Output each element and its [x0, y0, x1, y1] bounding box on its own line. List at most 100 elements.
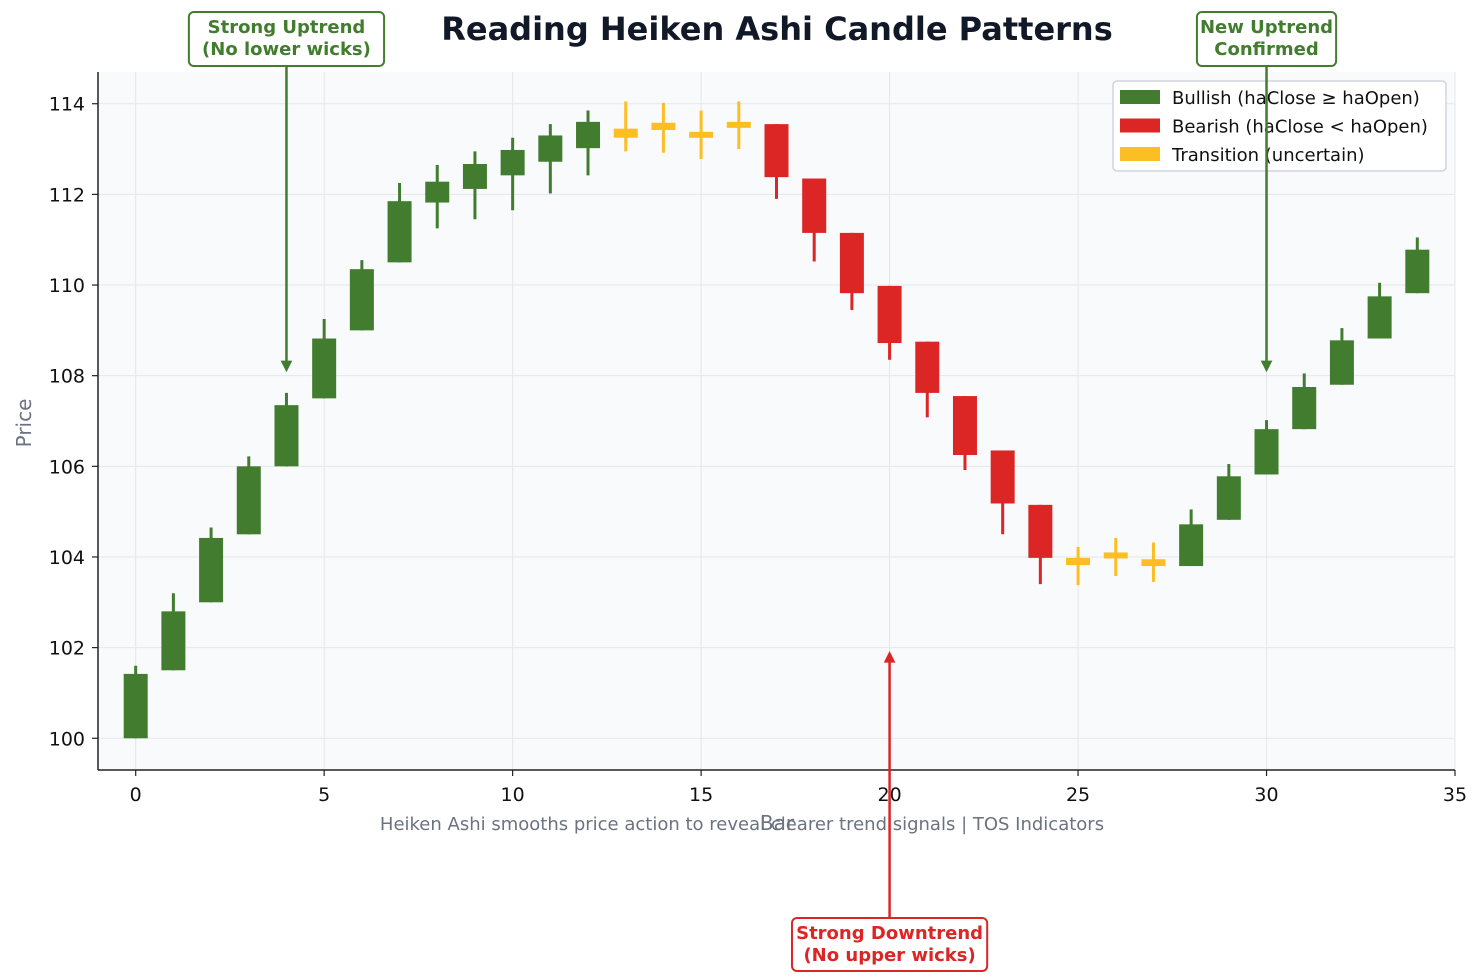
candle-bullish [1179, 509, 1204, 567]
candle-bullish [199, 527, 224, 603]
candles [123, 101, 1430, 739]
candle-transition [651, 102, 676, 153]
candle-body [462, 164, 487, 189]
candle-body [1103, 552, 1128, 559]
candle-body [839, 232, 864, 294]
x-tick-label: 0 [130, 784, 142, 806]
x-tick-label: 10 [501, 784, 525, 806]
candle-body [161, 611, 186, 671]
candle-body [952, 396, 977, 455]
candle-bullish [349, 260, 374, 331]
candle-body [1066, 557, 1091, 566]
candle-body [651, 122, 676, 131]
candle-body [1292, 387, 1317, 430]
candle-body [1141, 559, 1166, 567]
candle-transition [1141, 542, 1166, 582]
annotation-text: Strong Uptrend [208, 17, 366, 38]
candle-body [990, 450, 1015, 504]
candle-body [236, 466, 261, 535]
candle-transition [1066, 547, 1091, 586]
candle-body [764, 124, 789, 178]
candle-body [274, 405, 299, 467]
candle-body [576, 121, 601, 149]
candle-body [425, 181, 450, 203]
y-tick-label: 108 [49, 366, 85, 388]
chart-caption: Heiken Ashi smooths price action to reve… [380, 814, 1104, 835]
candle-body [1329, 340, 1354, 385]
candle-bullish [1292, 373, 1317, 430]
y-tick-label: 112 [49, 184, 85, 206]
candle-body [538, 135, 563, 162]
legend-swatch [1120, 118, 1160, 133]
candle-bullish [1329, 328, 1354, 385]
legend: Bullish (haClose ≥ haOpen) Bearish (haClo… [1112, 80, 1447, 172]
candle-bearish [877, 285, 902, 360]
candle-bullish [576, 110, 601, 176]
candle-bearish [915, 341, 940, 418]
candle-bullish [425, 164, 450, 229]
y-tick-label: 102 [49, 638, 85, 660]
x-axis-label: Bar [760, 811, 795, 835]
candle-bullish [161, 593, 186, 671]
candle-body [877, 285, 902, 344]
legend-swatch [1120, 147, 1160, 161]
annotation-text: Confirmed [1214, 39, 1318, 60]
candle-body [1216, 476, 1241, 520]
annotation-box [790, 917, 989, 972]
annotation-text: (No lower wicks) [202, 39, 371, 60]
candle-body [123, 673, 148, 739]
chart-title: Reading Heiken Ashi Candle Patterns [441, 10, 1113, 48]
candle-body [726, 121, 751, 128]
candle-transition [726, 101, 751, 150]
candle-body [915, 341, 940, 393]
candle-body [1254, 429, 1279, 475]
arrow-head [280, 360, 293, 373]
annotation: Strong Downtrend(No upper wicks) [790, 651, 989, 972]
arrow-head [1260, 360, 1273, 373]
y-axis-label: Price [12, 399, 36, 448]
annotation-text: (No upper wicks) [803, 945, 975, 966]
candle-bullish [1216, 464, 1241, 520]
candle-body [1367, 296, 1392, 339]
x-tick-label: 35 [1443, 784, 1467, 806]
candle-body [1028, 504, 1053, 558]
candle-bullish [1254, 420, 1279, 475]
candle-body [1405, 249, 1430, 294]
annotations: Strong Uptrend(No lower wicks) Strong Dow… [187, 11, 1338, 972]
candle-bearish [802, 178, 827, 262]
candle-body [387, 201, 412, 263]
candle-body [349, 269, 374, 331]
candle-transition [613, 101, 638, 152]
candle-bullish [123, 665, 148, 739]
candle-body [1179, 524, 1204, 567]
legend-label: Bearish (haClose < haOpen) [1172, 117, 1428, 138]
candle-bullish [236, 456, 261, 535]
x-tick-label: 25 [1066, 784, 1090, 806]
candle-bullish [312, 319, 337, 399]
candle-body [312, 338, 337, 399]
annotation-box [1195, 11, 1338, 67]
legend-label: Bullish (haClose ≥ haOpen) [1172, 88, 1420, 109]
candle-body [802, 178, 827, 233]
candle-bullish [462, 151, 487, 220]
arrow-head [883, 651, 896, 663]
candle-bearish [764, 124, 789, 199]
y-tick-label: 104 [49, 547, 85, 569]
candle-bullish [1405, 237, 1430, 294]
candle-bearish [952, 396, 977, 470]
legend-swatch [1120, 90, 1160, 104]
candle-bullish [538, 124, 563, 194]
annotation: Strong Uptrend(No lower wicks) [187, 11, 386, 373]
candle-body [199, 537, 224, 603]
candle-bearish [839, 232, 864, 310]
y-tick-label: 106 [49, 456, 85, 478]
y-tick-label: 114 [49, 94, 85, 116]
candle-bullish [500, 137, 525, 211]
x-tick-label: 5 [318, 784, 330, 806]
x-tick-label: 15 [689, 784, 713, 806]
candle-transition [1103, 537, 1128, 577]
candle-transition [689, 110, 714, 160]
